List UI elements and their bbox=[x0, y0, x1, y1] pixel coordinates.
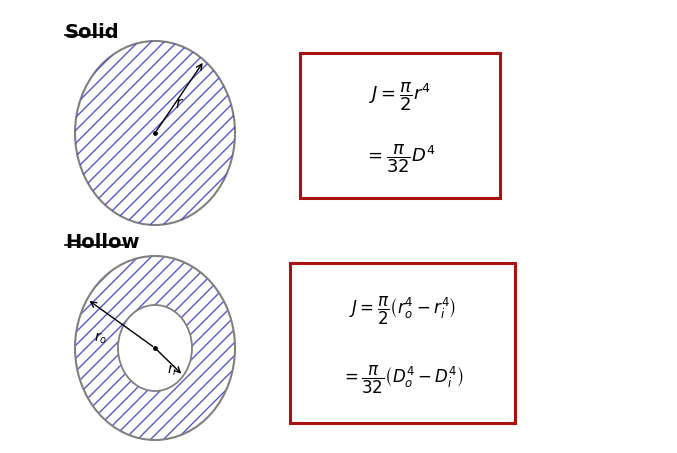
Text: $r_o$: $r_o$ bbox=[94, 330, 107, 346]
Text: $r_i$: $r_i$ bbox=[167, 363, 177, 378]
Text: $= \dfrac{\pi}{32}\left(D_o^4 - D_i^4\right)$: $= \dfrac{\pi}{32}\left(D_o^4 - D_i^4\ri… bbox=[341, 364, 464, 396]
Text: $r$: $r$ bbox=[175, 96, 184, 111]
Text: Hollow: Hollow bbox=[65, 233, 139, 252]
Text: Solid: Solid bbox=[65, 23, 120, 42]
Text: $= \dfrac{\pi}{32}D^4$: $= \dfrac{\pi}{32}D^4$ bbox=[364, 143, 436, 175]
Text: $J = \dfrac{\pi}{2}r^4$: $J = \dfrac{\pi}{2}r^4$ bbox=[369, 80, 431, 113]
FancyBboxPatch shape bbox=[300, 53, 500, 198]
Ellipse shape bbox=[118, 305, 192, 391]
Text: $J = \dfrac{\pi}{2}\left(r_o^4 - r_i^4\right)$: $J = \dfrac{\pi}{2}\left(r_o^4 - r_i^4\r… bbox=[349, 295, 456, 327]
FancyBboxPatch shape bbox=[290, 263, 515, 423]
